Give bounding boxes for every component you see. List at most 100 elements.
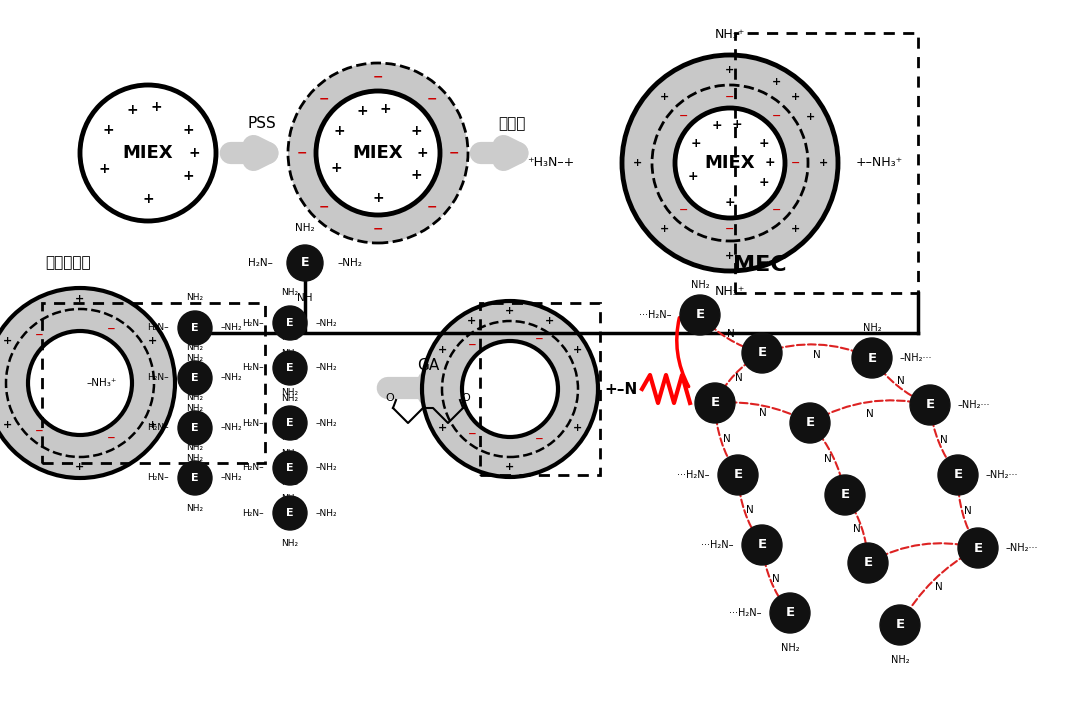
Text: NH₂: NH₂ [282,449,298,458]
Circle shape [462,341,558,437]
Text: H₂N–: H₂N– [242,463,264,473]
Text: MIEX: MIEX [123,144,173,162]
Text: NH₂: NH₂ [891,655,909,665]
Text: E: E [286,463,294,473]
Text: ···H₂N–: ···H₂N– [702,540,734,550]
Text: +: + [380,102,392,116]
Text: E: E [895,618,905,631]
Text: O: O [461,393,471,403]
Text: +: + [330,161,342,175]
Text: NH₂: NH₂ [691,280,710,290]
Bar [735,33,918,293]
Text: E: E [785,607,795,620]
Text: H₂N–: H₂N– [147,424,168,432]
Text: E: E [191,473,199,483]
Text: N: N [758,408,767,418]
Text: −: − [373,223,383,236]
Text: –NH₂: –NH₂ [221,374,243,382]
Text: NH₂: NH₂ [295,223,314,233]
Text: –NH₂: –NH₂ [221,323,243,333]
Circle shape [273,306,307,340]
Text: −: − [772,111,781,121]
Text: −: − [469,429,477,438]
Text: ···H₂N–: ···H₂N– [729,608,762,618]
Text: +: + [2,336,12,346]
Text: –NH₂···: –NH₂··· [958,400,990,410]
Text: +: + [98,162,110,176]
Text: N: N [940,435,948,445]
Text: −: − [678,111,688,121]
Text: +: + [711,119,721,132]
Text: +: + [183,123,193,137]
Text: NH₂: NH₂ [282,394,298,403]
Text: E: E [696,309,704,322]
Text: H₂N–: H₂N– [248,258,273,268]
Text: NH₂: NH₂ [187,393,203,402]
Text: +: + [660,223,669,234]
Text: −: − [107,323,116,333]
Circle shape [718,455,758,495]
Circle shape [852,338,892,378]
Circle shape [462,341,558,437]
Circle shape [910,385,950,425]
Text: –NH₃⁺: –NH₃⁺ [86,378,118,388]
Text: NH₂: NH₂ [282,539,298,548]
Text: +: + [188,146,200,160]
Circle shape [316,91,440,215]
Text: MIEX: MIEX [353,144,403,162]
Circle shape [770,593,810,633]
Text: –NH₂···: –NH₂··· [900,353,932,363]
Text: −: − [427,93,437,106]
Circle shape [622,55,838,271]
Text: −: − [792,158,800,168]
Circle shape [28,331,132,435]
Text: −: − [726,92,734,102]
Text: +: + [467,317,475,327]
Bar [480,303,600,475]
Text: +: + [544,317,554,327]
Text: E: E [286,318,294,328]
Text: E: E [954,469,962,482]
Text: +: + [772,77,781,87]
Text: −: − [36,427,44,436]
Text: H₂N–: H₂N– [242,319,264,328]
Text: E: E [806,416,814,429]
Text: −: − [469,340,477,349]
Text: +: + [792,93,800,102]
Text: +: + [505,306,515,316]
Text: −: − [36,330,44,340]
Text: +: + [417,146,429,160]
Text: E: E [840,489,850,502]
Text: +: + [410,124,422,137]
Text: +: + [792,223,800,234]
Circle shape [675,108,785,218]
Text: +: + [688,170,698,183]
Circle shape [675,108,785,218]
Circle shape [0,288,175,478]
Text: +: + [76,294,84,304]
Text: NH₂: NH₂ [282,349,298,358]
Text: N: N [723,434,730,444]
Text: NH₂: NH₂ [187,343,203,352]
Text: 壳聚糖: 壳聚糖 [498,116,526,131]
Text: E: E [733,469,743,482]
Text: N: N [734,373,742,383]
Text: +: + [2,420,12,430]
Text: −: − [726,224,734,234]
Text: E: E [757,346,767,359]
Circle shape [939,455,978,495]
Text: NH: NH [297,293,313,303]
Circle shape [680,295,720,335]
Text: +: + [819,158,827,168]
Text: +–NH₃⁺: +–NH₃⁺ [856,156,903,169]
Text: +: + [726,251,734,261]
Text: NH₂: NH₂ [282,288,298,297]
Bar [42,303,265,463]
Text: +: + [633,158,642,168]
Text: NH₂: NH₂ [863,323,881,333]
Circle shape [28,331,132,435]
Circle shape [178,311,212,345]
Circle shape [273,451,307,485]
Text: N: N [813,351,821,361]
Text: N: N [852,524,861,534]
